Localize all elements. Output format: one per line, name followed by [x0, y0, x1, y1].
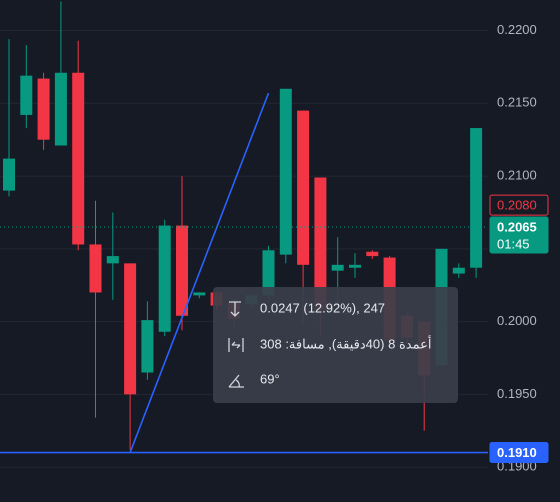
candle-body — [297, 110, 310, 265]
plot — [0, 1, 488, 454]
tooltip-box — [213, 287, 458, 403]
countdown: 01:45 — [497, 236, 530, 251]
trend-line — [129, 92, 270, 453]
price-label-box — [489, 216, 549, 254]
price-label: 0.2065 — [497, 219, 537, 234]
candle-body — [72, 72, 85, 245]
angle-icon — [228, 374, 244, 388]
y-tick-label: 0.1950 — [497, 386, 537, 401]
price-icon — [229, 301, 241, 317]
price-labels: 0.2080 0.2065 01:45 0.1910 — [489, 194, 549, 464]
measure-tooltip: 0.0247 (12.92%), 247 أعمدة 8 (40دقيقة), … — [213, 287, 458, 403]
price-label-box — [489, 194, 549, 216]
y-tick-label: 0.2200 — [497, 22, 537, 37]
candle-body — [89, 244, 102, 293]
candle-body — [124, 263, 137, 395]
y-tick-label: 0.2150 — [497, 95, 537, 110]
candle-body — [106, 256, 119, 264]
candle-body — [349, 264, 361, 268]
candle-body — [37, 78, 50, 140]
price-change: 0.0247 (12.92%), 247 — [260, 300, 385, 315]
candle-body — [452, 267, 465, 274]
candle-body — [366, 251, 379, 257]
candle-body — [158, 225, 171, 332]
candle-body — [3, 158, 15, 191]
angle: 69° — [260, 371, 280, 386]
candle-body — [279, 88, 292, 255]
candle-body — [470, 128, 483, 268]
candle-body — [20, 75, 33, 115]
candle-body — [141, 320, 154, 373]
price-label: 0.1910 — [497, 445, 537, 460]
bars-icon — [228, 338, 244, 352]
candle-body — [314, 177, 327, 310]
bars-distance: أعمدة 8 (40دقيقة), مسافة: 308 — [260, 335, 431, 351]
candle-body — [193, 292, 206, 296]
price-label-box — [489, 442, 549, 464]
candle-body — [331, 264, 344, 271]
y-tick-label: 0.2000 — [497, 313, 537, 328]
candle-body — [54, 72, 67, 146]
y-tick-label: 0.2100 — [497, 168, 537, 183]
candle-body — [176, 225, 188, 316]
candle-body — [262, 250, 275, 296]
price-label: 0.2080 — [497, 198, 537, 213]
